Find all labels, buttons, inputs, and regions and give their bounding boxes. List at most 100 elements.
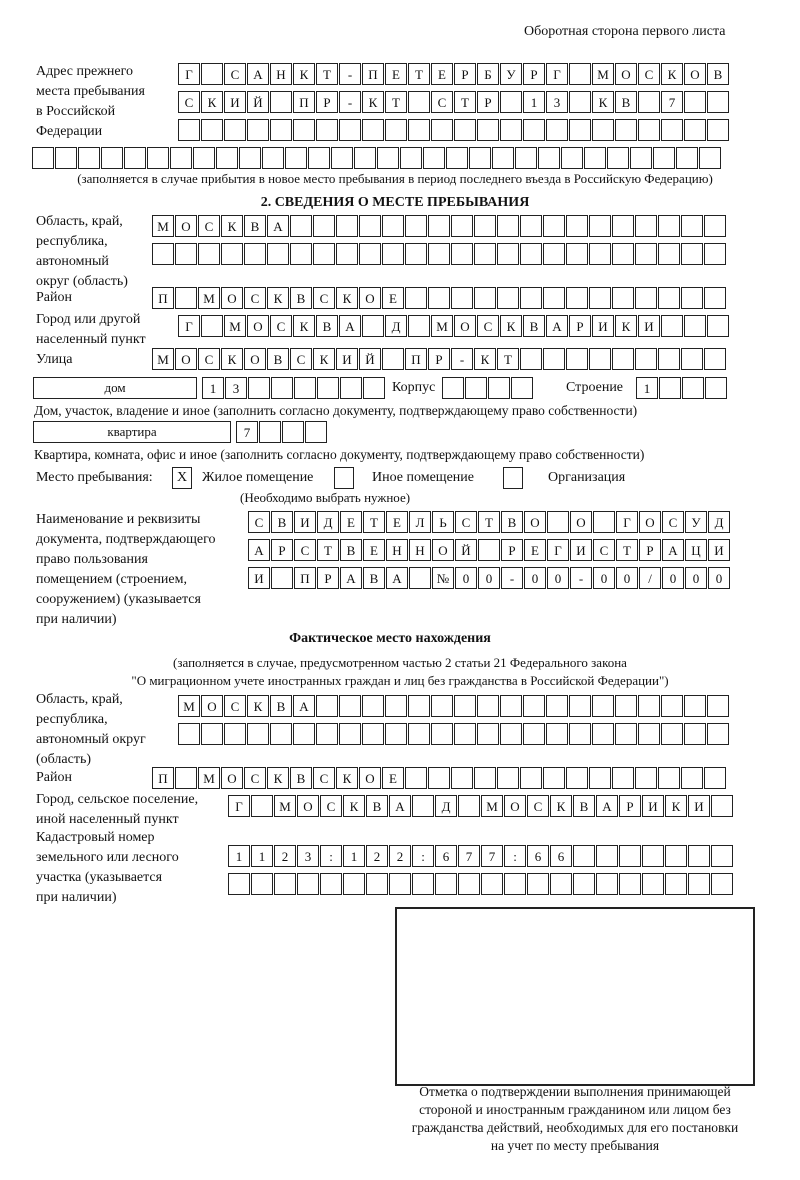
letter-cell[interactable] — [676, 147, 698, 169]
letter-cell[interactable] — [428, 215, 450, 237]
letter-cell[interactable]: Ц — [685, 539, 707, 561]
letter-cell[interactable] — [704, 243, 726, 265]
letter-cell[interactable] — [305, 421, 327, 443]
letter-cell[interactable] — [477, 119, 499, 141]
letter-cell[interactable] — [523, 695, 545, 717]
letter-cell[interactable]: 6 — [435, 845, 457, 867]
letter-cell[interactable]: А — [293, 695, 315, 717]
letter-cell[interactable]: П — [152, 287, 174, 309]
letter-cell[interactable]: С — [290, 348, 312, 370]
letter-cell[interactable]: В — [270, 695, 292, 717]
letter-cell[interactable]: 3 — [297, 845, 319, 867]
letter-cell[interactable]: В — [573, 795, 595, 817]
letter-cell[interactable]: К — [221, 348, 243, 370]
letter-cell[interactable] — [543, 215, 565, 237]
letter-cell[interactable]: С — [431, 91, 453, 113]
letter-cell[interactable]: А — [662, 539, 684, 561]
letter-cell[interactable] — [267, 243, 289, 265]
letter-cell[interactable] — [523, 723, 545, 745]
letter-cell[interactable]: С — [224, 695, 246, 717]
region-row-2[interactable] — [152, 243, 727, 265]
letter-cell[interactable]: К — [550, 795, 572, 817]
letter-cell[interactable] — [216, 147, 238, 169]
letter-cell[interactable] — [661, 723, 683, 745]
letter-cell[interactable] — [543, 348, 565, 370]
letter-cell[interactable] — [635, 348, 657, 370]
letter-cell[interactable]: А — [247, 63, 269, 85]
letter-cell[interactable]: - — [451, 348, 473, 370]
letter-cell[interactable]: 3 — [225, 377, 247, 399]
letter-cell[interactable] — [569, 723, 591, 745]
letter-cell[interactable]: У — [500, 63, 522, 85]
letter-cell[interactable]: Р — [501, 539, 523, 561]
letter-cell[interactable]: К — [665, 795, 687, 817]
letter-cell[interactable] — [589, 767, 611, 789]
letter-cell[interactable]: Е — [340, 511, 362, 533]
letter-cell[interactable] — [653, 147, 675, 169]
letter-cell[interactable] — [469, 147, 491, 169]
letter-cell[interactable]: - — [339, 91, 361, 113]
letter-cell[interactable] — [500, 91, 522, 113]
letter-cell[interactable] — [224, 723, 246, 745]
letter-cell[interactable] — [405, 243, 427, 265]
apartment-type-field[interactable]: квартира — [33, 421, 231, 443]
letter-cell[interactable] — [488, 377, 510, 399]
letter-cell[interactable]: Р — [569, 315, 591, 337]
letter-cell[interactable] — [596, 873, 618, 895]
letter-cell[interactable] — [320, 873, 342, 895]
letter-cell[interactable] — [707, 695, 729, 717]
letter-cell[interactable]: М — [592, 63, 614, 85]
letter-cell[interactable] — [615, 119, 637, 141]
letter-cell[interactable] — [175, 287, 197, 309]
letter-cell[interactable]: С — [224, 63, 246, 85]
letter-cell[interactable]: Й — [247, 91, 269, 113]
letter-cell[interactable] — [454, 723, 476, 745]
letter-cell[interactable] — [592, 695, 614, 717]
letter-cell[interactable] — [504, 873, 526, 895]
letter-cell[interactable] — [681, 287, 703, 309]
letter-cell[interactable]: 1 — [228, 845, 250, 867]
letter-cell[interactable] — [635, 287, 657, 309]
letter-cell[interactable]: Р — [619, 795, 641, 817]
letter-cell[interactable] — [711, 873, 733, 895]
letter-cell[interactable] — [573, 845, 595, 867]
letter-cell[interactable]: С — [294, 539, 316, 561]
letter-cell[interactable] — [400, 147, 422, 169]
letter-cell[interactable] — [385, 723, 407, 745]
letter-cell[interactable] — [543, 767, 565, 789]
letter-cell[interactable] — [546, 119, 568, 141]
letter-cell[interactable] — [661, 315, 683, 337]
letter-cell[interactable] — [474, 287, 496, 309]
letter-cell[interactable]: Е — [382, 287, 404, 309]
prev-address-row-4[interactable] — [32, 147, 722, 169]
letter-cell[interactable] — [247, 723, 269, 745]
letter-cell[interactable] — [474, 243, 496, 265]
letter-cell[interactable]: М — [274, 795, 296, 817]
letter-cell[interactable] — [665, 873, 687, 895]
letter-cell[interactable] — [500, 119, 522, 141]
letter-cell[interactable]: Т — [497, 348, 519, 370]
letter-cell[interactable]: 0 — [524, 567, 546, 589]
letter-cell[interactable]: И — [638, 315, 660, 337]
letter-cell[interactable] — [297, 873, 319, 895]
letter-cell[interactable]: И — [224, 91, 246, 113]
letter-cell[interactable] — [405, 767, 427, 789]
doc-row-3[interactable]: И П Р А В А № 0 0-0 0-0 0/0 0 0 — [248, 567, 731, 589]
letter-cell[interactable] — [543, 243, 565, 265]
letter-cell[interactable] — [661, 695, 683, 717]
letter-cell[interactable]: С — [455, 511, 477, 533]
letter-cell[interactable] — [619, 873, 641, 895]
letter-cell[interactable] — [431, 723, 453, 745]
letter-cell[interactable]: И — [294, 511, 316, 533]
letter-cell[interactable] — [704, 287, 726, 309]
letter-cell[interactable]: Л — [409, 511, 431, 533]
letter-cell[interactable] — [293, 723, 315, 745]
letter-cell[interactable] — [408, 91, 430, 113]
letter-cell[interactable]: 0 — [547, 567, 569, 589]
organization-checkbox[interactable] — [503, 467, 523, 489]
letter-cell[interactable] — [428, 243, 450, 265]
letter-cell[interactable] — [546, 723, 568, 745]
letter-cell[interactable] — [638, 119, 660, 141]
letter-cell[interactable] — [362, 315, 384, 337]
